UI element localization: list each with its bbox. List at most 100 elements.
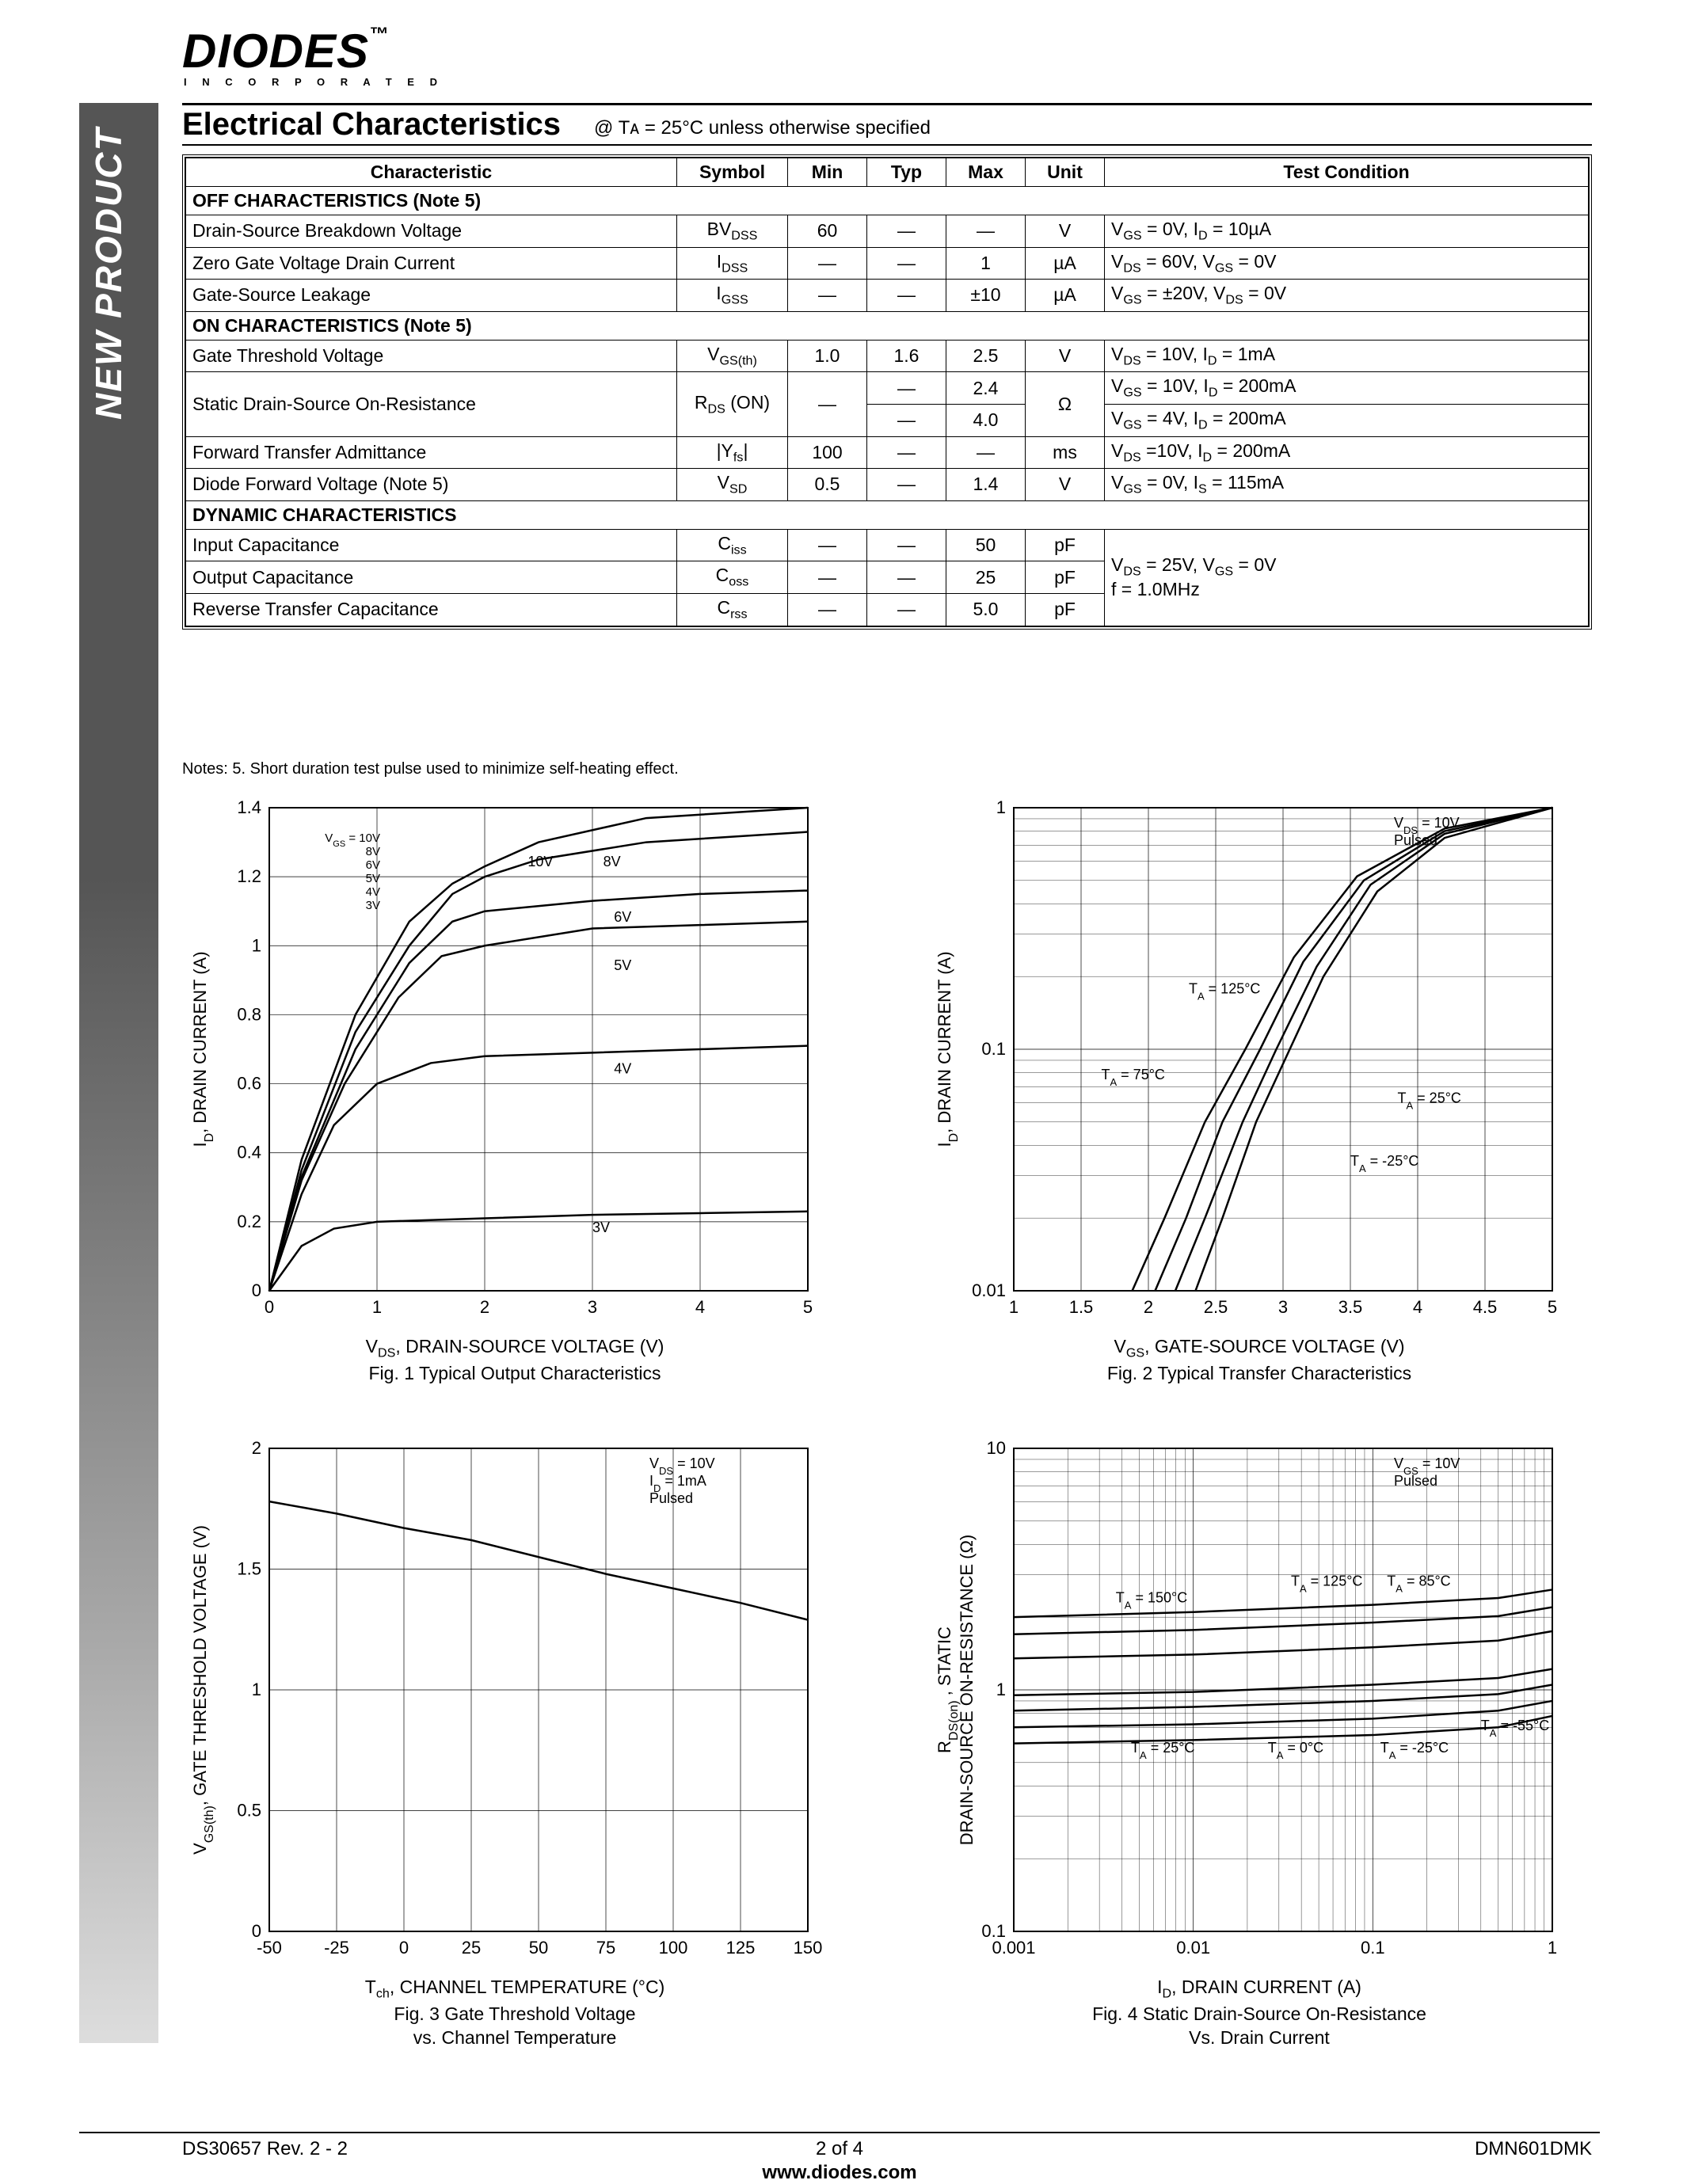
- brand-logo: DIODES™: [182, 24, 389, 78]
- fig1-caption: VDS, DRAIN-SOURCE VOLTAGE (V)Fig. 1 Typi…: [182, 1335, 847, 1385]
- notes-text: Notes: 5. Short duration test pulse used…: [182, 760, 679, 778]
- group-title: DYNAMIC CHARACTERISTICS: [186, 500, 1589, 529]
- svg-text:4V: 4V: [366, 885, 380, 899]
- svg-text:8V: 8V: [366, 845, 380, 858]
- svg-text:TA = 25°C: TA = 25°C: [1398, 1090, 1461, 1112]
- col-header: Max: [946, 158, 1026, 187]
- svg-text:2: 2: [252, 1438, 261, 1458]
- svg-text:1: 1: [1548, 1938, 1557, 1958]
- section-condition: @ Tᴀ = 25°C unless otherwise specified: [594, 117, 931, 139]
- svg-text:0: 0: [265, 1297, 274, 1317]
- svg-text:1.5: 1.5: [237, 1559, 261, 1579]
- fig4-caption: ID, DRAIN CURRENT (A)Fig. 4 Static Drain…: [927, 1976, 1592, 2049]
- svg-text:4: 4: [695, 1297, 705, 1317]
- svg-text:0: 0: [252, 1280, 261, 1300]
- svg-text:0.01: 0.01: [972, 1280, 1006, 1300]
- svg-text:1: 1: [372, 1297, 382, 1317]
- footer-url: www.diodes.com: [762, 2162, 916, 2184]
- svg-text:0.1: 0.1: [981, 1921, 1006, 1941]
- svg-text:0.8: 0.8: [237, 1004, 261, 1024]
- sidebar-label: NEW PRODUCT: [87, 127, 130, 420]
- svg-text:4V: 4V: [614, 1061, 631, 1077]
- svg-text:5: 5: [803, 1297, 813, 1317]
- svg-text:3: 3: [588, 1297, 597, 1317]
- svg-text:0.5: 0.5: [237, 1801, 261, 1821]
- svg-text:4.5: 4.5: [1473, 1297, 1498, 1317]
- svg-text:-25: -25: [324, 1938, 349, 1958]
- svg-text:2.5: 2.5: [1204, 1297, 1228, 1317]
- svg-text:TA = -25°C: TA = -25°C: [1350, 1153, 1418, 1174]
- svg-text:0.01: 0.01: [1176, 1938, 1210, 1958]
- svg-text:0: 0: [252, 1921, 261, 1941]
- svg-text:125: 125: [726, 1938, 756, 1958]
- svg-text:75: 75: [596, 1938, 615, 1958]
- svg-text:50: 50: [529, 1938, 548, 1958]
- footer-right: DMN601DMK: [1475, 2138, 1592, 2160]
- svg-text:10: 10: [987, 1438, 1006, 1458]
- svg-text:TA = 75°C: TA = 75°C: [1102, 1067, 1165, 1088]
- sidebar: NEW PRODUCT: [79, 103, 158, 2043]
- svg-text:TA = 150°C: TA = 150°C: [1116, 1590, 1187, 1611]
- characteristics-table: CharacteristicSymbolMinTypMaxUnitTest Co…: [182, 154, 1592, 630]
- svg-text:1.4: 1.4: [237, 797, 261, 817]
- col-header: Test Condition: [1105, 158, 1589, 187]
- svg-text:25: 25: [462, 1938, 481, 1958]
- group-title: OFF CHARACTERISTICS (Note 5): [186, 187, 1589, 215]
- svg-text:10V: 10V: [527, 854, 553, 869]
- svg-text:Pulsed: Pulsed: [1394, 832, 1437, 848]
- svg-text:DRAIN-SOURCE ON-RESISTANCE (Ω): DRAIN-SOURCE ON-RESISTANCE (Ω): [957, 1535, 977, 1846]
- col-header: Typ: [867, 158, 946, 187]
- svg-text:3: 3: [1278, 1297, 1288, 1317]
- svg-text:0: 0: [399, 1938, 409, 1958]
- svg-text:2: 2: [480, 1297, 489, 1317]
- svg-text:TA = -55°C: TA = -55°C: [1481, 1718, 1549, 1739]
- svg-text:0.1: 0.1: [981, 1039, 1006, 1059]
- col-header: Symbol: [677, 158, 788, 187]
- svg-text:ID, DRAIN CURRENT (A): ID, DRAIN CURRENT (A): [935, 951, 961, 1147]
- svg-text:TA = 125°C: TA = 125°C: [1189, 981, 1260, 1003]
- svg-text:1: 1: [996, 1680, 1006, 1699]
- svg-text:8V: 8V: [604, 854, 621, 869]
- svg-text:TA = 0°C: TA = 0°C: [1268, 1741, 1323, 1762]
- svg-text:5V: 5V: [614, 957, 631, 973]
- col-header: Unit: [1026, 158, 1105, 187]
- svg-text:1: 1: [996, 797, 1006, 817]
- footer: DS30657 Rev. 2 - 2 2 of 4 DMN601DMK www.…: [79, 2132, 1600, 2138]
- svg-text:5V: 5V: [366, 872, 380, 885]
- svg-text:0.4: 0.4: [237, 1143, 261, 1162]
- brand-sub: I N C O R P O R A T E D: [184, 76, 444, 88]
- svg-text:TA = -25°C: TA = -25°C: [1380, 1741, 1449, 1762]
- svg-text:1: 1: [1009, 1297, 1019, 1317]
- svg-text:0.1: 0.1: [1361, 1938, 1385, 1958]
- footer-center: 2 of 4: [816, 2138, 863, 2160]
- svg-text:3V: 3V: [366, 899, 380, 912]
- svg-text:3.5: 3.5: [1338, 1297, 1363, 1317]
- col-header: Min: [788, 158, 867, 187]
- svg-text:1: 1: [252, 1680, 261, 1699]
- svg-text:1.5: 1.5: [1069, 1297, 1094, 1317]
- svg-text:Pulsed: Pulsed: [1394, 1473, 1437, 1489]
- svg-text:6V: 6V: [614, 909, 631, 925]
- svg-text:VGS(th), GATE THRESHOLD VOLTAG: VGS(th), GATE THRESHOLD VOLTAGE (V): [190, 1525, 216, 1855]
- svg-text:TA = 125°C: TA = 125°C: [1291, 1573, 1362, 1595]
- charts-grid: 01234500.20.40.60.811.21.410V8V6V5V4V3VV…: [182, 792, 1592, 2050]
- svg-text:100: 100: [659, 1938, 688, 1958]
- fig3-caption: Tch, CHANNEL TEMPERATURE (°C)Fig. 3 Gate…: [182, 1976, 847, 2049]
- svg-text:5: 5: [1548, 1297, 1557, 1317]
- footer-left: DS30657 Rev. 2 - 2: [182, 2138, 348, 2160]
- svg-text:ID, DRAIN CURRENT (A): ID, DRAIN CURRENT (A): [190, 951, 216, 1147]
- section-title: Electrical Characteristics: [182, 107, 561, 143]
- svg-text:1: 1: [252, 935, 261, 955]
- svg-text:0.2: 0.2: [237, 1212, 261, 1231]
- svg-text:1.2: 1.2: [237, 866, 261, 886]
- svg-text:3V: 3V: [592, 1219, 610, 1235]
- svg-text:150: 150: [794, 1938, 823, 1958]
- group-title: ON CHARACTERISTICS (Note 5): [186, 311, 1589, 340]
- svg-text:Pulsed: Pulsed: [649, 1490, 693, 1506]
- svg-text:TA = 85°C: TA = 85°C: [1387, 1573, 1450, 1595]
- svg-text:0.6: 0.6: [237, 1074, 261, 1094]
- fig2-caption: VGS, GATE-SOURCE VOLTAGE (V)Fig. 2 Typic…: [927, 1335, 1592, 1385]
- svg-text:6V: 6V: [366, 858, 380, 872]
- svg-text:4: 4: [1413, 1297, 1422, 1317]
- col-header: Characteristic: [186, 158, 677, 187]
